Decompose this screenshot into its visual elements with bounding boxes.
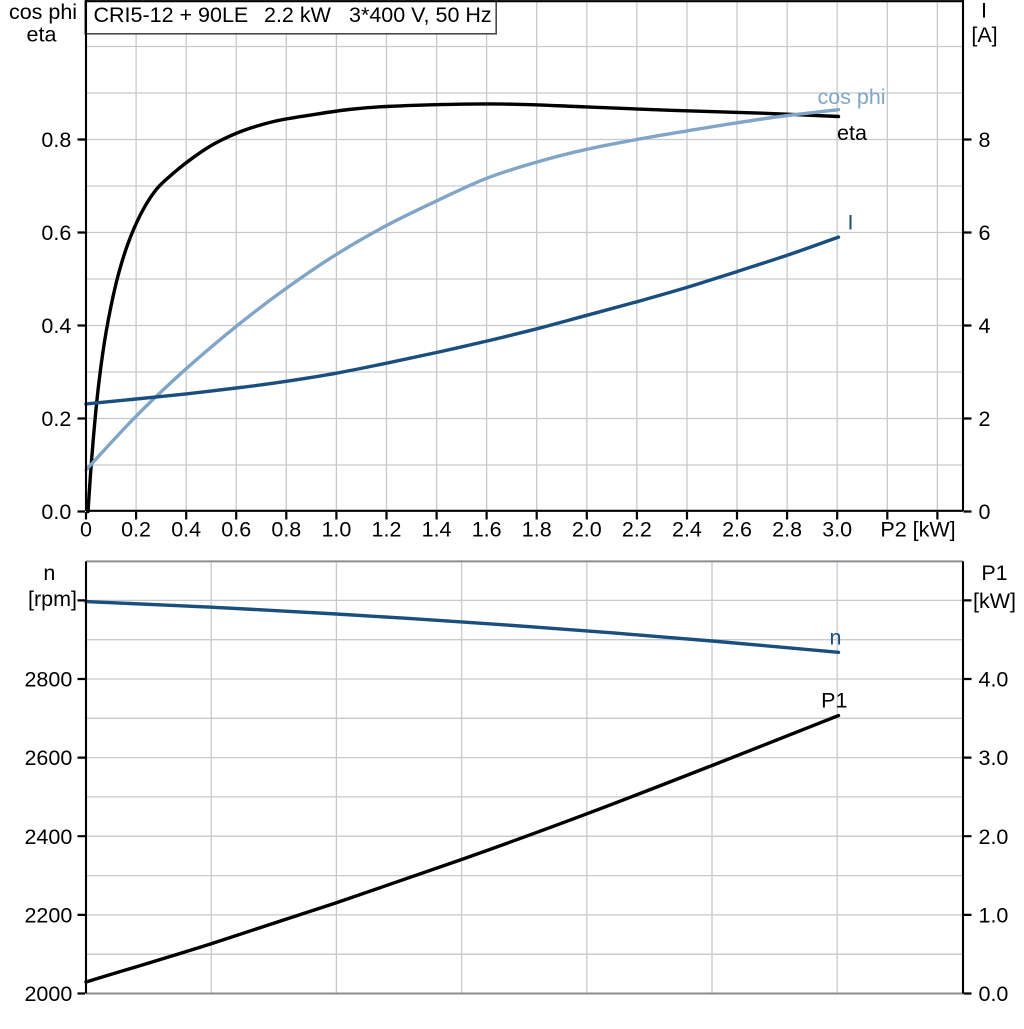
svg-text:[kW]: [kW] — [973, 589, 1016, 613]
svg-text:0.2: 0.2 — [41, 407, 71, 431]
svg-text:0.4: 0.4 — [41, 314, 71, 338]
svg-text:2.8: 2.8 — [772, 518, 802, 542]
svg-text:2: 2 — [979, 407, 991, 431]
svg-text:0.6: 0.6 — [221, 518, 251, 542]
svg-text:1.8: 1.8 — [522, 518, 552, 542]
svg-text:2600: 2600 — [24, 746, 72, 770]
svg-text:eta: eta — [837, 121, 867, 145]
svg-text:[A]: [A] — [971, 23, 997, 47]
svg-text:2.0: 2.0 — [572, 518, 602, 542]
svg-text:2.4: 2.4 — [672, 518, 702, 542]
svg-text:cos phi: cos phi — [9, 0, 77, 24]
svg-text:0: 0 — [979, 500, 991, 524]
svg-text:1.4: 1.4 — [422, 518, 452, 542]
svg-text:0.8: 0.8 — [271, 518, 301, 542]
svg-text:0.0: 0.0 — [979, 982, 1009, 1006]
svg-text:6: 6 — [979, 221, 991, 245]
svg-text:4: 4 — [979, 314, 991, 338]
svg-text:n: n — [43, 561, 55, 585]
svg-text:0.8: 0.8 — [41, 128, 71, 152]
svg-text:2.0: 2.0 — [979, 825, 1009, 849]
svg-text:[rpm]: [rpm] — [28, 587, 77, 611]
svg-text:2200: 2200 — [24, 903, 72, 927]
svg-text:P1: P1 — [821, 689, 847, 713]
svg-text:8: 8 — [979, 128, 991, 152]
svg-text:CRI5-12 + 90LE: CRI5-12 + 90LE — [94, 3, 249, 27]
svg-text:3.0: 3.0 — [822, 518, 852, 542]
svg-text:0: 0 — [80, 518, 92, 542]
svg-text:3.0: 3.0 — [979, 746, 1009, 770]
svg-text:2.2: 2.2 — [622, 518, 652, 542]
svg-text:I: I — [981, 0, 987, 23]
svg-text:1.2: 1.2 — [372, 518, 402, 542]
svg-text:P2 [kW]: P2 [kW] — [880, 518, 955, 542]
svg-text:2000: 2000 — [24, 982, 72, 1006]
svg-text:1.6: 1.6 — [472, 518, 502, 542]
svg-text:I: I — [848, 210, 854, 234]
svg-text:2.6: 2.6 — [722, 518, 752, 542]
svg-text:0.0: 0.0 — [41, 500, 71, 524]
svg-text:0.6: 0.6 — [41, 221, 71, 245]
svg-text:0.2: 0.2 — [121, 518, 151, 542]
svg-text:P1: P1 — [981, 561, 1007, 585]
svg-text:1.0: 1.0 — [979, 903, 1009, 927]
svg-text:2400: 2400 — [24, 825, 72, 849]
svg-text:2800: 2800 — [24, 668, 72, 692]
svg-text:n: n — [830, 626, 842, 650]
svg-text:cos phi: cos phi — [817, 85, 885, 109]
svg-text:2.2 kW: 2.2 kW — [264, 3, 332, 27]
svg-text:3*400 V, 50 Hz: 3*400 V, 50 Hz — [349, 3, 492, 27]
svg-text:1.0: 1.0 — [321, 518, 351, 542]
svg-text:0.4: 0.4 — [171, 518, 201, 542]
svg-text:eta: eta — [27, 23, 57, 47]
svg-text:4.0: 4.0 — [979, 668, 1009, 692]
